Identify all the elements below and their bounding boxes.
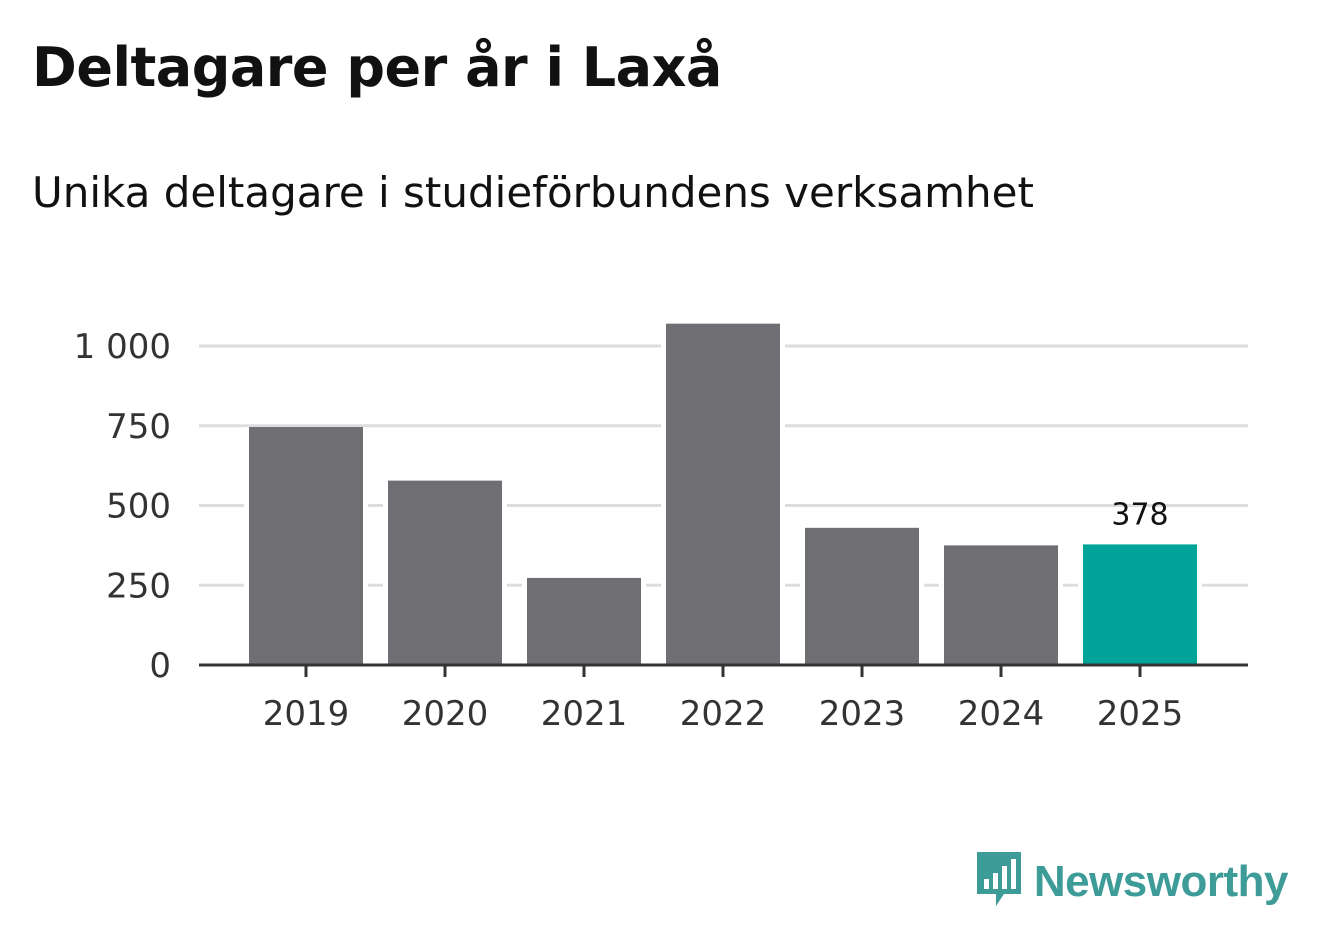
x-tick-label: 2019 [263,694,350,734]
x-tick-label: 2023 [819,694,906,734]
bar-2023 [805,527,919,665]
y-tick-label: 0 [149,646,171,686]
bar-2025 [1083,544,1197,665]
bar-2020 [388,480,502,665]
y-tick-label: 750 [106,407,171,447]
x-tick-label: 2021 [541,694,628,734]
data-label: 378 [1111,497,1168,532]
bar-2021 [527,577,641,665]
newsworthy-logo-text: Newsworthy [1033,857,1289,906]
bar-2024 [944,545,1058,665]
y-tick-label: 1 000 [74,327,171,367]
newsworthy-logo-icon [974,850,1024,914]
x-tick-label: 2024 [958,694,1045,734]
x-tick-label: 2022 [680,694,767,734]
x-tick-label: 2025 [1097,694,1184,734]
bar-2019 [249,427,363,665]
chart-subtitle: Unika deltagare i studieförbundens verks… [32,168,1034,217]
bar-2022 [666,323,780,665]
x-tick-label: 2020 [402,694,489,734]
y-tick-label: 500 [106,487,171,527]
y-tick-label: 250 [106,566,171,606]
newsworthy-logo: Newsworthy [974,850,1289,914]
chart-title: Deltagare per år i Laxå [32,36,722,99]
